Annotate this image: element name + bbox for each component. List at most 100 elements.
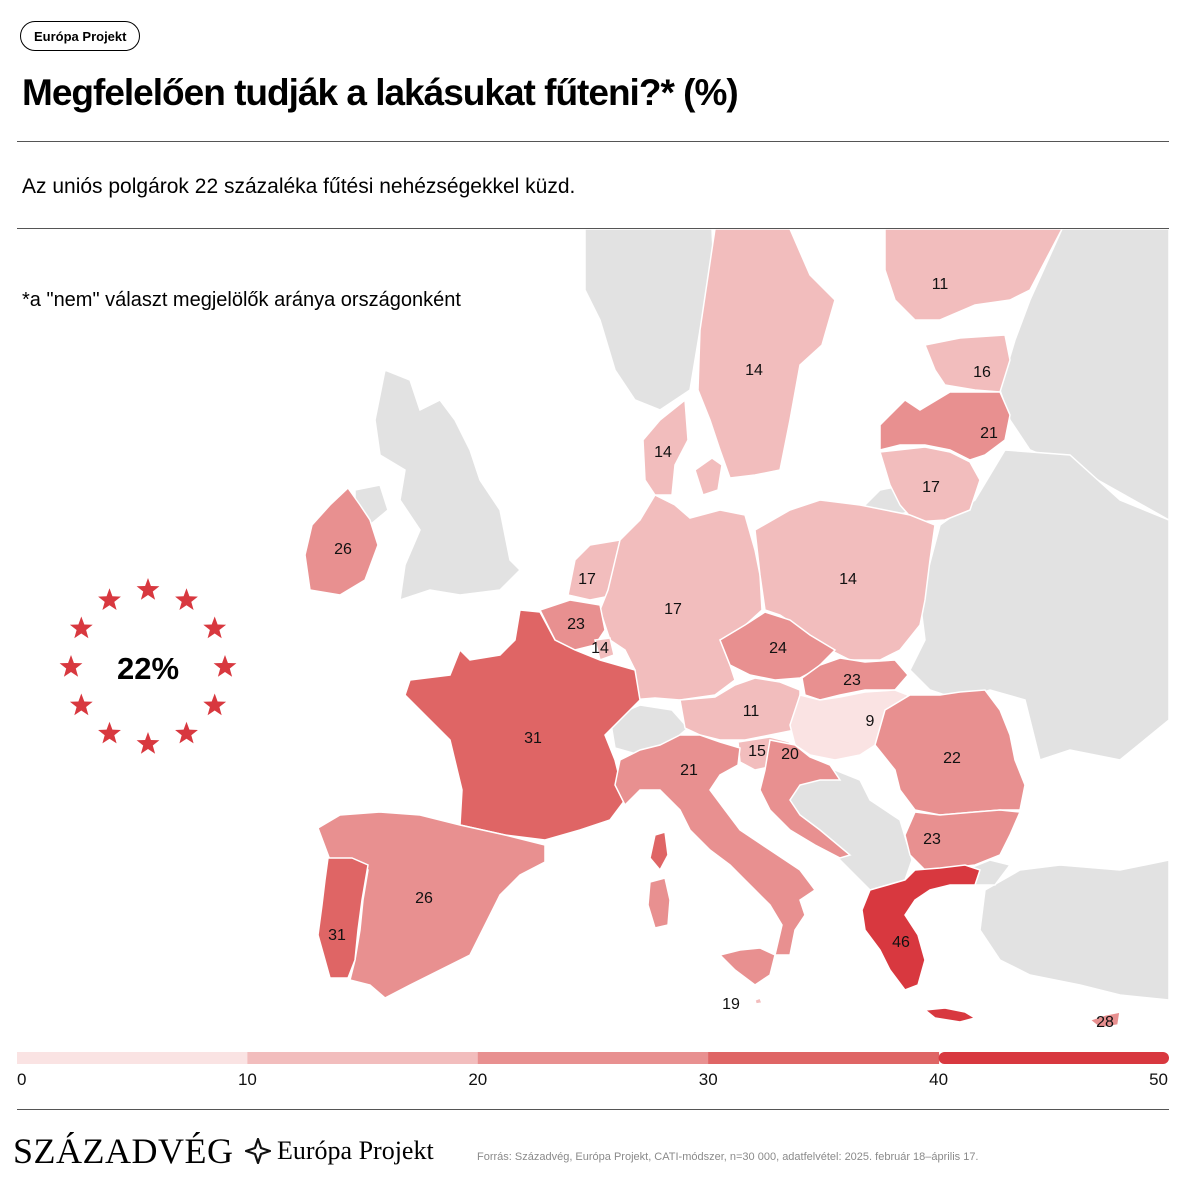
portugal bbox=[317, 857, 369, 979]
label-netherlands: 17 bbox=[578, 571, 596, 588]
lithuania bbox=[879, 446, 981, 523]
malta bbox=[754, 997, 764, 1005]
label-estonia: 16 bbox=[973, 364, 991, 381]
footnote: *a "nem" választ megjelölők aránya orszá… bbox=[22, 289, 461, 311]
label-cyprus: 28 bbox=[1096, 1014, 1114, 1031]
eu-star-icon bbox=[69, 616, 93, 639]
corsica bbox=[649, 831, 669, 872]
ireland bbox=[304, 486, 379, 596]
eu-star-icon bbox=[175, 588, 198, 610]
france bbox=[404, 609, 641, 841]
eu-star-icon bbox=[136, 732, 160, 754]
eu-star-icon bbox=[136, 578, 160, 600]
sicily bbox=[718, 947, 776, 986]
legend-segment bbox=[477, 1052, 709, 1064]
label-denmark: 14 bbox=[654, 444, 672, 461]
luxembourg bbox=[594, 637, 615, 661]
eu-badge: 22% bbox=[59, 578, 237, 754]
italy bbox=[614, 734, 817, 956]
bg-britain bbox=[374, 368, 522, 602]
page-title: Megfelelően tudják a lakásukat fűteni?* … bbox=[22, 72, 739, 113]
legend-bar bbox=[17, 1052, 1169, 1064]
eu-star-icon bbox=[213, 655, 237, 677]
label-sweden: 14 bbox=[745, 362, 763, 379]
label-portugal: 31 bbox=[328, 927, 346, 944]
europa-projekt-logo: Európa Projekt bbox=[245, 1136, 434, 1166]
label-greece: 46 bbox=[892, 934, 910, 951]
value-labels: 11 14 16 21 17 14 26 17 17 14 23 14 24 2… bbox=[328, 276, 1114, 1031]
tag-badge: Európa Projekt bbox=[20, 21, 141, 51]
divider bbox=[17, 1109, 1169, 1110]
legend-segment bbox=[17, 1052, 248, 1064]
eu-star-ring bbox=[59, 578, 237, 754]
legend-tick-label: 20 bbox=[468, 1070, 487, 1089]
label-luxembourg: 14 bbox=[591, 640, 609, 657]
romania bbox=[874, 689, 1026, 816]
label-germany: 17 bbox=[664, 601, 682, 618]
label-hungary: 9 bbox=[866, 713, 875, 730]
label-slovakia: 23 bbox=[843, 672, 861, 689]
label-belgium: 23 bbox=[567, 616, 585, 633]
legend-tick-label: 10 bbox=[238, 1070, 257, 1089]
background-countries bbox=[354, 229, 1170, 1001]
croatia bbox=[759, 739, 852, 859]
eu-star-icon bbox=[203, 693, 227, 716]
cyprus bbox=[1088, 1011, 1121, 1029]
label-spain: 26 bbox=[415, 890, 433, 907]
legend-ticks: 0 10 20 30 40 50 bbox=[17, 1070, 1168, 1089]
subtitle: Az uniós polgárok 22 százaléka fűtési ne… bbox=[22, 175, 576, 198]
label-romania: 22 bbox=[943, 750, 961, 767]
eu-countries bbox=[304, 229, 1121, 1029]
estonia bbox=[923, 334, 1011, 393]
legend-segment bbox=[938, 1052, 1169, 1064]
label-italy: 21 bbox=[680, 762, 698, 779]
label-ireland: 26 bbox=[334, 541, 352, 558]
legend-tick-label: 0 bbox=[17, 1070, 26, 1089]
legend-tick-label: 30 bbox=[699, 1070, 718, 1089]
label-austria: 11 bbox=[743, 703, 760, 720]
label-lithuania: 17 bbox=[922, 479, 940, 496]
label-malta: 19 bbox=[722, 996, 740, 1013]
source-note: Forrás: Századvég, Európa Projekt, CATI-… bbox=[477, 1151, 979, 1163]
eu-star-icon bbox=[175, 721, 198, 744]
bg-norway bbox=[584, 229, 716, 411]
crete bbox=[923, 1007, 977, 1023]
spain bbox=[317, 811, 546, 999]
legend-tick-label: 40 bbox=[929, 1070, 948, 1089]
gotland bbox=[694, 457, 723, 496]
eu-star-icon bbox=[59, 655, 83, 677]
label-bulgaria: 23 bbox=[923, 831, 941, 848]
eu-star-icon bbox=[98, 588, 121, 610]
eu-star-icon bbox=[98, 721, 121, 744]
divider bbox=[17, 141, 1169, 142]
sweden bbox=[697, 229, 836, 479]
europa-projekt-label: Európa Projekt bbox=[277, 1136, 434, 1165]
eu-average-value: 22% bbox=[117, 651, 179, 686]
label-croatia: 20 bbox=[781, 746, 799, 763]
legend-segment bbox=[247, 1052, 479, 1064]
legend-segment bbox=[708, 1052, 940, 1064]
denmark bbox=[642, 398, 689, 496]
bulgaria bbox=[904, 809, 1022, 871]
sparkle-icon bbox=[245, 1138, 271, 1164]
eu-star-icon bbox=[69, 693, 93, 716]
greece bbox=[861, 864, 981, 991]
brand-logo: SZÁZADVÉG bbox=[13, 1131, 234, 1171]
bg-russia-north bbox=[999, 229, 1170, 522]
finland bbox=[884, 229, 1063, 321]
label-slovenia: 15 bbox=[748, 743, 766, 760]
label-latvia: 21 bbox=[980, 425, 998, 442]
label-france: 31 bbox=[524, 730, 542, 747]
map: 11 14 16 21 17 14 26 17 17 14 23 14 24 2… bbox=[59, 229, 1170, 1031]
czechia bbox=[719, 611, 837, 681]
sardinia bbox=[647, 877, 671, 929]
label-czechia: 24 bbox=[769, 640, 787, 657]
bg-turkey bbox=[979, 859, 1170, 1001]
germany bbox=[599, 494, 763, 701]
latvia bbox=[879, 391, 1011, 461]
poland bbox=[754, 499, 936, 661]
label-poland: 14 bbox=[839, 571, 857, 588]
eu-star-icon bbox=[203, 616, 227, 639]
label-finland: 11 bbox=[932, 276, 949, 293]
legend-tick-label: 50 bbox=[1149, 1070, 1168, 1089]
